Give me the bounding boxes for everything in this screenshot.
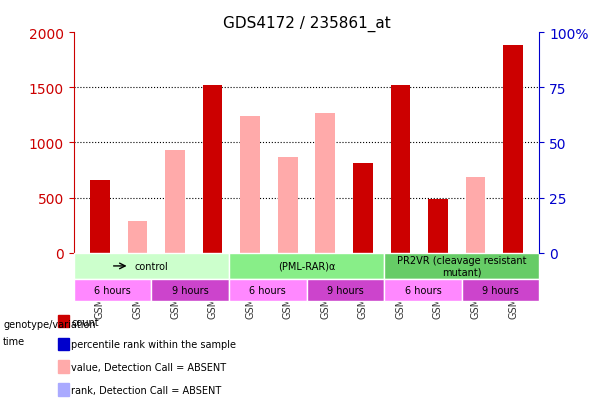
Bar bbox=[240, 116, 260, 253]
FancyBboxPatch shape bbox=[462, 280, 539, 301]
Text: value, Detection Call = ABSENT: value, Detection Call = ABSENT bbox=[71, 362, 226, 372]
FancyBboxPatch shape bbox=[229, 280, 306, 301]
Text: time: time bbox=[3, 336, 25, 346]
Bar bbox=[390, 86, 410, 253]
Text: 6 hours: 6 hours bbox=[405, 285, 441, 295]
Bar bbox=[428, 199, 448, 253]
FancyBboxPatch shape bbox=[74, 280, 151, 301]
Text: 6 hours: 6 hours bbox=[94, 285, 131, 295]
Text: (PML-RAR)α: (PML-RAR)α bbox=[278, 261, 335, 271]
Title: GDS4172 / 235861_at: GDS4172 / 235861_at bbox=[223, 16, 390, 32]
Bar bbox=[278, 157, 297, 253]
FancyBboxPatch shape bbox=[384, 253, 539, 280]
Text: percentile rank within the sample: percentile rank within the sample bbox=[71, 339, 236, 349]
Text: count: count bbox=[71, 317, 99, 327]
FancyBboxPatch shape bbox=[384, 280, 462, 301]
Text: genotype/variation: genotype/variation bbox=[3, 319, 96, 329]
Bar bbox=[503, 46, 523, 253]
Bar bbox=[466, 178, 485, 253]
Text: PR2VR (cleavage resistant
mutant): PR2VR (cleavage resistant mutant) bbox=[397, 256, 527, 277]
FancyBboxPatch shape bbox=[151, 280, 229, 301]
Text: 6 hours: 6 hours bbox=[249, 285, 286, 295]
Bar bbox=[203, 86, 223, 253]
Bar bbox=[353, 164, 373, 253]
Text: control: control bbox=[134, 261, 168, 271]
Bar bbox=[316, 113, 335, 253]
Bar bbox=[90, 180, 110, 253]
FancyBboxPatch shape bbox=[74, 253, 229, 280]
FancyBboxPatch shape bbox=[306, 280, 384, 301]
Text: 9 hours: 9 hours bbox=[172, 285, 208, 295]
FancyBboxPatch shape bbox=[229, 253, 384, 280]
Bar bbox=[128, 222, 147, 253]
Text: rank, Detection Call = ABSENT: rank, Detection Call = ABSENT bbox=[71, 385, 221, 395]
Text: 9 hours: 9 hours bbox=[482, 285, 519, 295]
Text: 9 hours: 9 hours bbox=[327, 285, 364, 295]
Bar bbox=[165, 150, 185, 253]
